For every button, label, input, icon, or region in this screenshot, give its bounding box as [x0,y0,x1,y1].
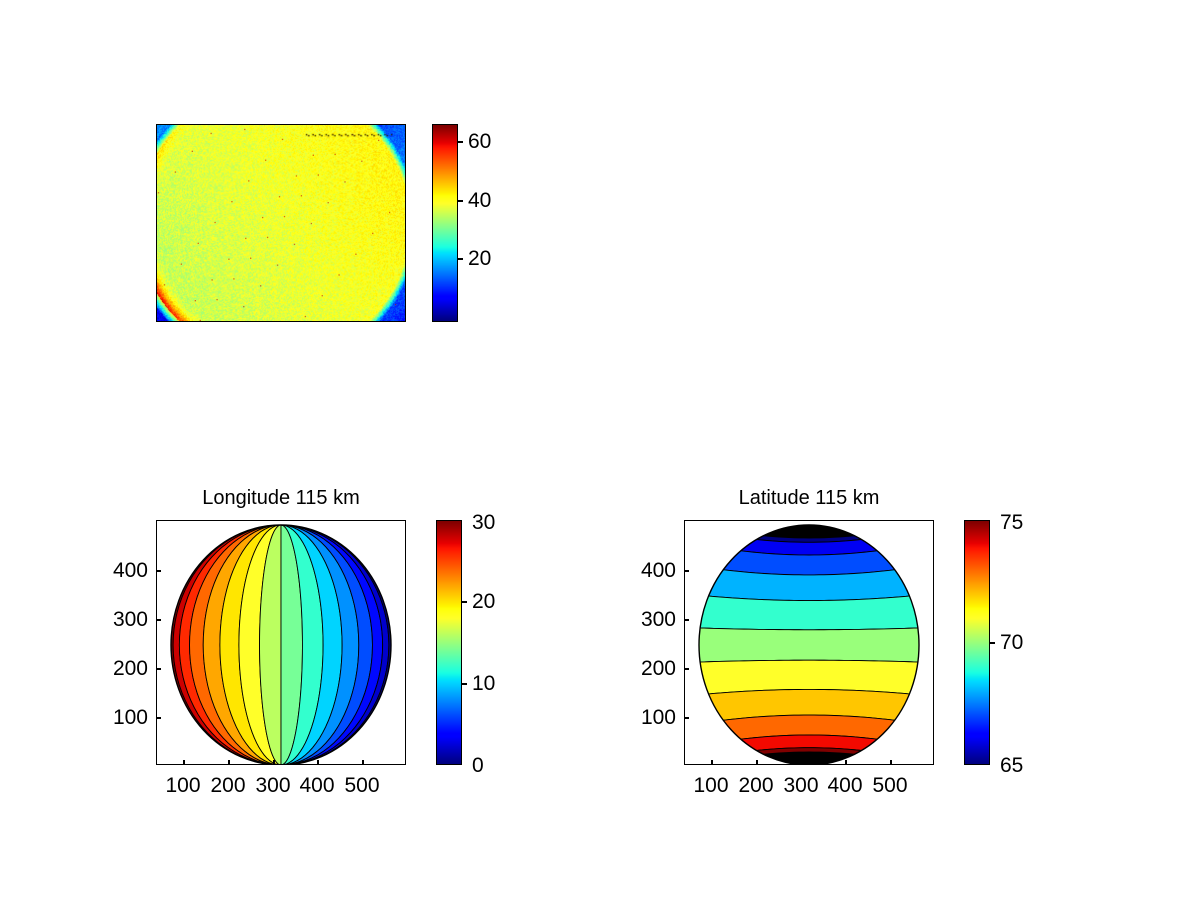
axis-tick [273,760,275,765]
latitude-ytick-label: 100 [640,706,676,729]
axis-tick [890,760,892,765]
axis-tick [801,760,803,765]
longitude-ytick-label: 400 [112,559,148,582]
longitude-colorbar-gradient [437,521,461,764]
colorbar-tick [462,683,467,685]
disk-image-colorbar [432,124,458,322]
latitude-ytick-label: 200 [640,657,676,680]
latitude-colorbar-gradient [965,521,989,764]
latitude-colorbar-tick-label: 65 [1000,754,1024,777]
axis-tick [156,619,161,621]
latitude-xtick-label: 200 [738,774,774,797]
longitude-colorbar-tick-label: 0 [472,754,484,777]
latitude-colorbar-tick-label: 70 [1000,631,1024,654]
colorbar-tick-label: 40 [468,189,492,212]
longitude-xtick-label: 100 [165,774,201,797]
latitude-colorbar-tick-label: 75 [1000,511,1024,534]
latitude-axes [684,520,934,765]
axis-tick [362,760,364,765]
colorbar-tick [990,642,995,644]
longitude-axes [156,520,406,765]
latitude-xtick-label: 500 [872,774,908,797]
axis-tick [711,760,713,765]
axis-tick [156,717,161,719]
colorbar-tick-label: 60 [468,130,492,153]
axis-tick [156,570,161,572]
longitude-xtick-label: 300 [255,774,291,797]
disk-image-raster [157,125,405,321]
latitude-contour-plot [698,524,920,764]
colorbar-tick [458,258,463,260]
colorbar-tick [462,601,467,603]
longitude-contour-plot [170,524,392,764]
contour-band [698,594,919,631]
axis-tick [156,668,161,670]
colorbar-tick-label: 20 [468,247,492,270]
longitude-ytick-label: 200 [112,657,148,680]
latitude-panel-title: Latitude 115 km [738,487,880,509]
axis-tick [684,619,689,621]
longitude-xtick-label: 200 [210,774,246,797]
longitude-colorbar-tick-label: 10 [472,672,496,695]
longitude-xtick-label: 400 [299,774,335,797]
axis-tick [228,760,230,765]
colorbar-tick [458,141,463,143]
latitude-xtick-label: 100 [693,774,729,797]
latitude-xtick-label: 300 [783,774,819,797]
latitude-xtick-label: 400 [827,774,863,797]
longitude-panel-title: Longitude 115 km [202,487,360,509]
longitude-ytick-label: 100 [112,706,148,729]
latitude-colorbar [964,520,990,765]
axis-tick [183,760,185,765]
axis-tick [684,668,689,670]
axis-tick [756,760,758,765]
contour-band [698,627,919,663]
longitude-colorbar-tick-label: 30 [472,511,496,534]
longitude-xtick-label: 500 [344,774,380,797]
longitude-colorbar [436,520,462,765]
axis-tick [684,717,689,719]
disk-image-axes [156,124,406,322]
longitude-ytick-label: 300 [112,608,148,631]
axis-tick [845,760,847,765]
latitude-ytick-label: 300 [640,608,676,631]
colorbar-tick [458,200,463,202]
disk-image-colorbar-gradient [433,125,457,321]
axis-tick [684,570,689,572]
latitude-ytick-label: 400 [640,559,676,582]
longitude-colorbar-tick-label: 20 [472,590,496,613]
axis-tick [317,760,319,765]
